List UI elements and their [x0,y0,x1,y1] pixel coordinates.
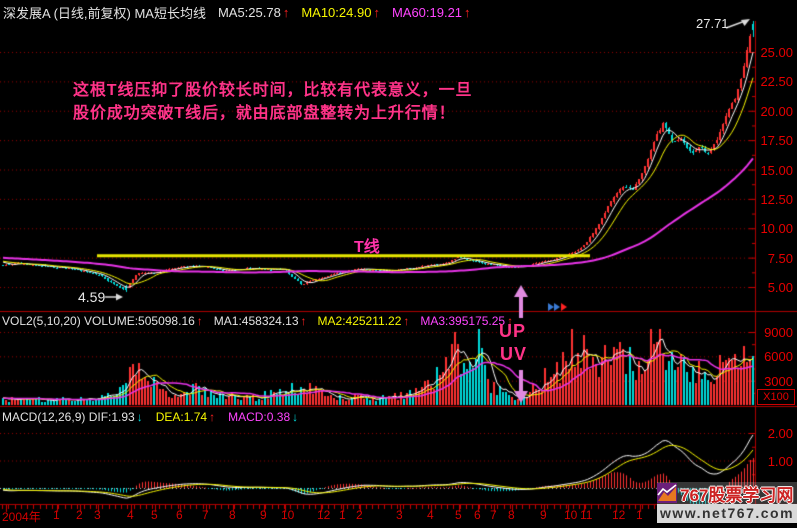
time-axis-label: 5 [455,508,462,522]
indicator-label-text: 深发展A (日线,前复权) MA短长均线 [3,6,206,21]
price-axis-label: 12.50 [760,191,793,207]
time-axis-label: 4 [427,508,434,522]
time-axis-label: 8 [229,508,236,522]
time-axis-label: 9 [260,508,267,522]
indicator-label: 深发展A (日线,前复权) MA短长均线 [3,3,206,22]
volume-axis-label: 3000 [764,373,793,389]
uv-annotation-label: UV [500,344,528,364]
time-axis-label: 7 [490,508,497,522]
watermark-title-row: 767股票学习网 [657,482,797,505]
time-axis-label: 2004年 [2,510,41,524]
volume-indicator-label-text: VOL2(5,10,20) VOLUME:505098.16 [2,314,195,328]
time-axis-label: 6 [176,508,183,522]
indicator-label: MA60:19.21 ↑ [392,5,471,20]
time-axis-label: 7 [202,508,209,522]
price-axis-label: 7.50 [767,250,793,266]
price-axis-label: 5.00 [767,280,793,295]
up-arrow-icon: ↑ [403,314,410,328]
indicator-label: MA10:24.90 ↑ [301,5,380,20]
time-axis-label: 9 [540,508,547,522]
price-axis-label: 15.00 [760,162,793,178]
time-axis-label: 1 [636,508,643,522]
up-arrow-icon: ↑ [464,5,471,20]
site-url[interactable]: www.net767.com [657,504,797,523]
time-axis-label: 1 [53,508,60,522]
down-arrow-icon: ↓ [292,410,299,424]
time-axis-label: 2 [76,508,83,522]
down-arrow-icon: ↓ [136,410,143,424]
volume-axis-label: 6000 [764,349,793,365]
annotation-note-line2: 股价成功突破T线后，就由底部盘整转为上升行情！ [73,105,456,122]
price-axis-label: 22.50 [760,74,793,90]
price-axis-label: 10.00 [760,221,793,237]
watermark[interactable]: 767股票学习网 www.net767.com [657,482,797,523]
time-axis-label: 8 [508,508,515,522]
time-axis-label: 10 [281,508,295,522]
macd-indicator-label-text: MACD(12,26,9) DIF:1.93 [2,410,135,424]
volume-indicator-label: MA1:458324.13 ↑ [214,314,307,328]
time-axis-label: 12 [612,508,626,522]
volume-indicator-label-text: MA3:395175.25 [420,314,506,328]
peak-price-label: 27.71 [696,16,729,31]
macd-indicator-label-text: MACD:0.38 [228,410,291,424]
time-axis-label: 3 [396,508,403,522]
time-axis-label: 3 [94,508,101,522]
macd-indicator-label: MACD(12,26,9) DIF:1.93 ↓ [2,410,143,424]
time-axis-label: 1 [339,508,346,522]
price-axis-label: 17.50 [760,133,793,149]
volume-unit-badge: X100 [757,389,795,405]
site-name: 767股票学习网 [680,485,794,505]
price-axis-label: 25.00 [760,45,793,60]
low-price-label: 4.59 [78,289,106,305]
time-axis-label: 10 [564,508,578,522]
indicator-label-text: MA10:24.90 [301,5,372,20]
up-arrow-icon: ↑ [373,5,380,20]
up-arrow-icon: ↑ [209,410,216,424]
time-axis-label: 5 [151,508,158,522]
price-axis-label: 20.00 [760,103,793,119]
main-indicator-header: 深发展A (日线,前复权) MA短长均线 MA5:25.78 ↑ MA10:24.90… [3,3,471,22]
macd-indicator-label: MACD:0.38 ↓ [228,410,298,424]
volume-indicator-label: VOL2(5,10,20) VOLUME:505098.16 ↑ [2,314,203,328]
up-arrow-icon: ↑ [300,314,307,328]
volume-indicator-label: MA2:425211.22 ↑ [318,314,410,328]
macd-indicator-label: DEA:1.74 ↑ [156,410,215,424]
macd-indicator-header: MACD(12,26,9) DIF:1.93 ↓ DEA:1.74 ↑ MACD:0.3… [2,410,298,424]
volume-axis-label: 9000 [764,325,793,340]
volume-indicator-label: MA3:395175.25 ↑ [420,314,513,328]
volume-indicator-label-text: MA2:425211.22 [317,314,402,328]
volume-indicator-header: VOL2(5,10,20) VOLUME:505098.16 ↑ MA1:45832… [2,314,513,328]
up-annotation-label: UP [499,321,527,341]
time-axis-label: 11 [580,508,593,522]
time-axis-label: 6 [474,508,481,522]
site-logo-icon [657,483,677,503]
macd-axis-label: 2.00 [767,426,793,441]
annotation-note: 这根T线压抑了股价较长时间，比较有代表意义，一旦 股价成功突破T线后，就由底部盘… [73,79,472,125]
up-arrow-icon: ↑ [507,314,514,328]
up-arrow-icon: ↑ [282,5,290,20]
indicator-label-text: MA60:19.21 [391,5,463,20]
time-axis-label: 12 [317,508,331,522]
macd-axis-label: 1.00 [767,453,793,469]
time-axis-label: 4 [127,508,134,522]
macd-indicator-label-text: DEA:1.74 [155,410,208,424]
time-axis-label: 2 [356,508,363,522]
indicator-label: MA5:25.78 ↑ [218,5,289,20]
indicator-label-text: MA5:25.78 [217,5,281,20]
volume-indicator-label-text: MA1:458324.13 [213,314,299,328]
up-arrow-icon: ↑ [196,314,203,328]
t-line-label: T线 [354,239,380,256]
annotation-note-line1: 这根T线压抑了股价较长时间，比较有代表意义，一旦 [73,82,473,99]
